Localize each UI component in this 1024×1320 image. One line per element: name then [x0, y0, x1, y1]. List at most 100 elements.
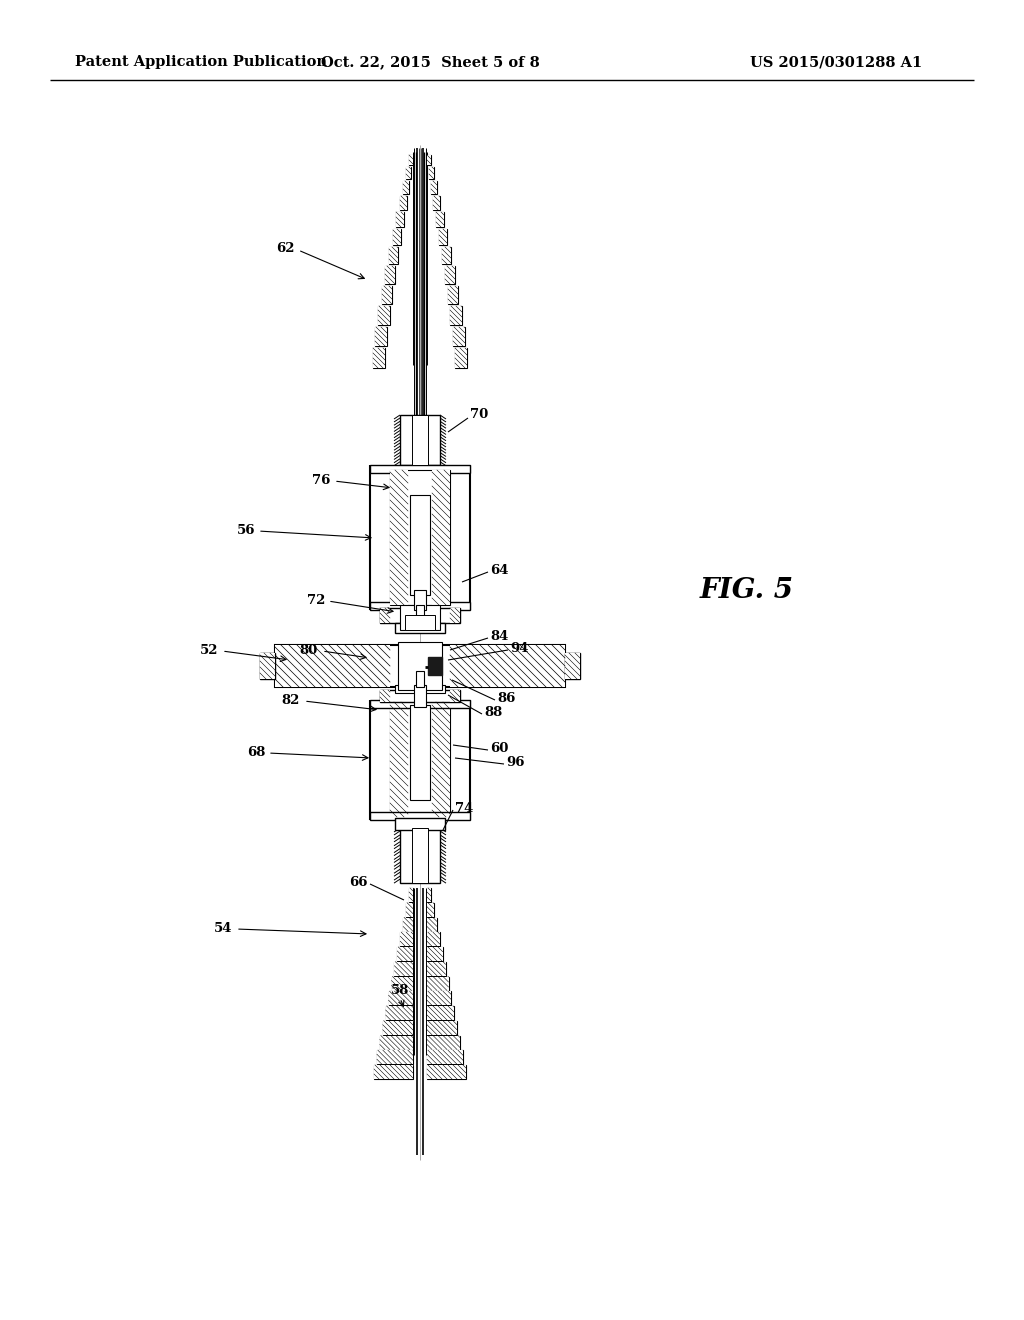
Bar [383, 1020, 413, 1035]
Bar [427, 1035, 460, 1049]
Bar [388, 991, 413, 1006]
Bar [427, 1051, 463, 1064]
Bar [395, 685, 445, 693]
Text: 68: 68 [247, 746, 265, 759]
Bar [373, 348, 385, 368]
Bar [427, 962, 445, 975]
Bar [388, 991, 413, 1006]
Text: 70: 70 [470, 408, 488, 421]
Text: 66: 66 [349, 875, 368, 888]
Bar [436, 213, 444, 227]
Bar [450, 609, 460, 623]
Bar [390, 470, 408, 605]
Bar [393, 228, 401, 246]
Bar [386, 1006, 413, 1020]
Bar [378, 306, 390, 325]
Bar [427, 977, 449, 990]
Bar [450, 306, 462, 325]
Bar [412, 414, 428, 465]
Bar [416, 671, 424, 686]
Bar [394, 962, 413, 975]
Bar [427, 903, 434, 917]
Bar [395, 623, 445, 634]
Bar [393, 228, 401, 246]
Bar [416, 605, 424, 620]
Bar [427, 946, 442, 961]
Bar [391, 977, 413, 990]
Bar [427, 903, 434, 917]
Text: 54: 54 [213, 921, 232, 935]
Bar [380, 609, 390, 623]
Polygon shape [428, 657, 442, 675]
Bar [442, 247, 451, 264]
Text: 74: 74 [455, 801, 473, 814]
Text: 56: 56 [237, 524, 255, 536]
Bar [370, 812, 470, 820]
Bar [397, 946, 413, 961]
Bar [445, 267, 455, 284]
Bar [427, 1006, 455, 1020]
Text: 58: 58 [391, 983, 410, 997]
Bar [400, 195, 407, 210]
Bar [260, 653, 275, 678]
Bar [450, 645, 565, 686]
Bar [377, 1051, 413, 1064]
Bar [427, 1006, 455, 1020]
Text: 84: 84 [490, 630, 508, 643]
Bar [455, 348, 467, 368]
Bar [427, 932, 439, 946]
Bar [450, 690, 460, 702]
Bar [374, 1065, 413, 1078]
Bar [414, 590, 426, 610]
Bar [427, 917, 437, 932]
Text: 86: 86 [497, 692, 515, 705]
Bar [400, 828, 440, 883]
Text: FIG. 5: FIG. 5 [700, 577, 794, 603]
Bar [382, 286, 392, 304]
Bar [429, 168, 434, 180]
Bar [397, 946, 413, 961]
Bar [427, 991, 452, 1006]
Bar [375, 327, 387, 346]
Bar [427, 1020, 458, 1035]
Bar [565, 653, 580, 678]
Bar [449, 286, 458, 304]
Bar [427, 946, 442, 961]
Bar [382, 286, 392, 304]
Bar [433, 195, 440, 210]
Bar [406, 168, 411, 180]
Bar [378, 306, 390, 325]
Bar [380, 609, 460, 623]
Bar [439, 228, 447, 246]
Bar [275, 645, 390, 686]
Bar [406, 615, 435, 630]
Bar [431, 181, 437, 194]
Bar [403, 917, 413, 932]
Bar [409, 154, 413, 165]
Bar [427, 917, 437, 932]
Bar [400, 932, 413, 946]
Bar [431, 181, 437, 194]
Text: Oct. 22, 2015  Sheet 5 of 8: Oct. 22, 2015 Sheet 5 of 8 [321, 55, 540, 69]
Bar [260, 653, 275, 678]
Bar [374, 1065, 413, 1078]
Bar [427, 1020, 458, 1035]
Bar [385, 267, 395, 284]
Bar [395, 818, 445, 830]
Bar [410, 705, 430, 800]
Bar [427, 962, 445, 975]
Text: 76: 76 [311, 474, 330, 487]
Text: 96: 96 [506, 755, 524, 768]
Bar [450, 306, 462, 325]
Bar [407, 903, 413, 917]
Bar [370, 700, 470, 708]
Bar [449, 286, 458, 304]
Bar [383, 1020, 413, 1035]
Bar [380, 690, 390, 702]
Bar [414, 685, 426, 708]
Text: 60: 60 [490, 742, 508, 755]
Bar [400, 932, 413, 946]
Bar [403, 917, 413, 932]
Bar [455, 348, 467, 368]
Bar [427, 977, 449, 990]
